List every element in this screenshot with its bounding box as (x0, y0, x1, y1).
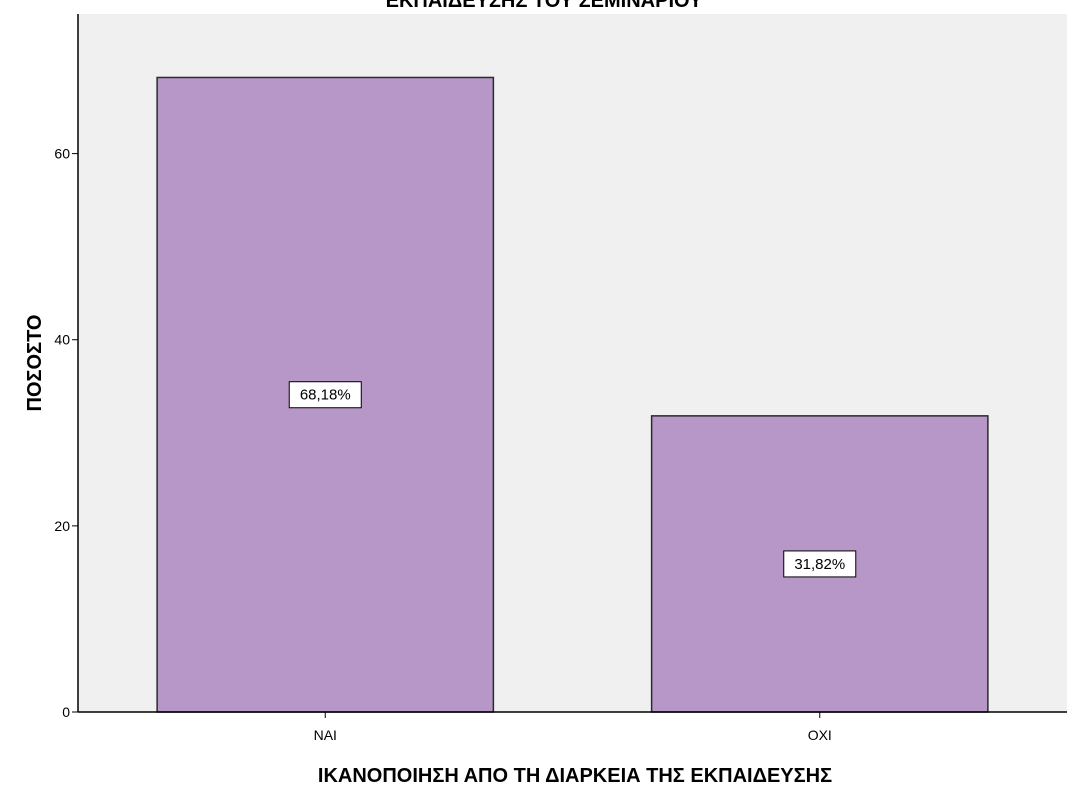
data-label-1: 68,18% (288, 381, 362, 409)
data-labels: 68,18% 31,82% (288, 381, 857, 578)
data-label-text: 68,18% (300, 387, 351, 404)
y-tick-label: 60 (54, 146, 70, 162)
data-label-box (288, 381, 362, 409)
x-tick-label: ΝΑΙ (314, 727, 337, 743)
y-tick-label: 40 (54, 332, 70, 348)
data-label-box (783, 550, 857, 578)
x-axis-ticks: ΝΑΙ ΟΧΙ (314, 712, 832, 743)
data-label-text: 31,82% (794, 556, 845, 573)
chart-title: ΕΚΠΑΙΔΕΥΣΗΣ ΤΟΥ ΣΕΜΙΝΑΡΙΟΥ (386, 0, 703, 12)
y-tick-label: 20 (54, 518, 70, 534)
y-axis-title: ΠΟΣΟΣΤΟ (24, 315, 46, 412)
y-tick-label: 0 (62, 704, 70, 720)
y-axis-ticks: 0 20 40 60 (54, 146, 78, 720)
x-axis-title: ΙΚΑΝΟΠΟΙΗΣΗ ΑΠΟ ΤΗ ΔΙΑΡΚΕΙΑ ΤΗΣ ΕΚΠΑΙΔΕΥ… (318, 765, 832, 787)
x-tick-label: ΟΧΙ (808, 727, 832, 743)
data-label-2: 31,82% (783, 550, 857, 578)
